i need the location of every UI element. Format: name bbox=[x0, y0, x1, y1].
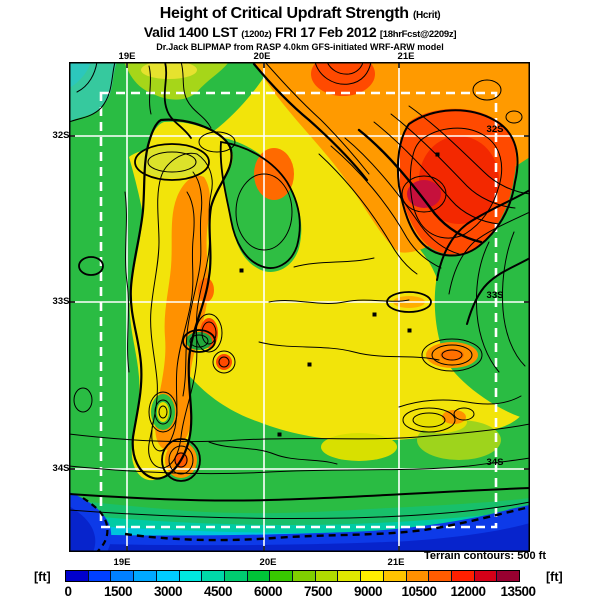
colorbar-segment bbox=[179, 571, 203, 581]
colorbar-segment bbox=[474, 571, 498, 581]
bottom-axis-label: 19E bbox=[113, 557, 131, 568]
colorbar-tick: 13500 bbox=[500, 584, 536, 599]
colorbar-segment bbox=[315, 571, 339, 581]
colorbar-tick: 10500 bbox=[401, 584, 437, 599]
valid-time-line: Valid 1400 LST (1200z) FRI 17 Feb 2012 [… bbox=[0, 24, 600, 40]
axis-ticks bbox=[69, 62, 530, 552]
colorbar bbox=[65, 570, 520, 582]
left-axis-label: 33S bbox=[52, 296, 70, 307]
title-parameter-abbrev: (Hcrit) bbox=[412, 10, 441, 21]
right-axis-label: 34S bbox=[486, 457, 504, 468]
bottom-axis-label: 20E bbox=[259, 557, 277, 568]
map-frame bbox=[69, 62, 530, 552]
colorbar-segment bbox=[451, 571, 475, 581]
title-main: Height of Critical Updraft Strength bbox=[159, 5, 409, 22]
top-axis-label: 20E bbox=[253, 51, 271, 62]
right-axis-label: 32S bbox=[486, 124, 504, 135]
valid-zulu: (1200z) bbox=[241, 29, 272, 40]
latlon-grid bbox=[69, 62, 530, 552]
domain-boundary-box bbox=[99, 91, 498, 529]
colorbar-segment bbox=[361, 571, 384, 581]
colorbar-segment bbox=[247, 571, 271, 581]
colorbar-tick: 4500 bbox=[203, 584, 233, 599]
right-axis-label: 33S bbox=[486, 290, 504, 301]
colorbar-tick: 7500 bbox=[303, 584, 333, 599]
colorbar-segment bbox=[293, 571, 316, 581]
hcrit-map-plot bbox=[68, 52, 531, 553]
colorbar-segment bbox=[134, 571, 157, 581]
page-title: Height of Critical Updraft Strength (Hcr… bbox=[0, 5, 600, 23]
colorbar-segment bbox=[156, 571, 180, 581]
bottom-axis-label: 21E bbox=[387, 557, 405, 568]
model-credit-line: Dr.Jack BLIPMAP from RASP 4.0km GFS-init… bbox=[156, 42, 444, 52]
top-axis-label: 19E bbox=[118, 51, 136, 62]
colorbar-segment bbox=[270, 571, 294, 581]
colorbar-tick: 0 bbox=[64, 584, 72, 599]
colorbar-tick: 12000 bbox=[450, 584, 486, 599]
left-axis-label: 32S bbox=[52, 130, 70, 141]
colorbar-segment bbox=[224, 571, 248, 581]
colorbar-segment bbox=[202, 571, 225, 581]
forecast-tag: [18hrFcst@2209z] bbox=[379, 29, 457, 40]
colorbar-tick: 1500 bbox=[103, 584, 133, 599]
valid-date: FRI 17 Feb 2012 bbox=[274, 24, 377, 40]
terrain-contours-note: Terrain contours: 500 ft bbox=[423, 550, 546, 562]
colorbar-unit-left: [ft] bbox=[34, 570, 51, 584]
colorbar-segment bbox=[497, 571, 520, 581]
colorbar-segment bbox=[111, 571, 135, 581]
valid-prefix: Valid 1400 LST bbox=[143, 24, 238, 40]
colorbar-segment bbox=[406, 571, 430, 581]
terrain-contours bbox=[68, 61, 531, 520]
hcrit-map bbox=[68, 52, 531, 553]
colorbar-segment bbox=[66, 571, 89, 581]
colorbar-tick: 9000 bbox=[353, 584, 383, 599]
left-axis-label: 34S bbox=[52, 463, 70, 474]
colorbar-segment bbox=[383, 571, 407, 581]
top-axis-label: 21E bbox=[397, 51, 415, 62]
colorbar-segment bbox=[338, 571, 362, 581]
colorbar-tick: 3000 bbox=[153, 584, 183, 599]
colorbar-tick: 6000 bbox=[253, 584, 283, 599]
colorbar-segment bbox=[88, 571, 112, 581]
colorbar-unit-right: [ft] bbox=[546, 570, 563, 584]
coastline bbox=[82, 497, 531, 553]
colorbar-segment bbox=[429, 571, 452, 581]
